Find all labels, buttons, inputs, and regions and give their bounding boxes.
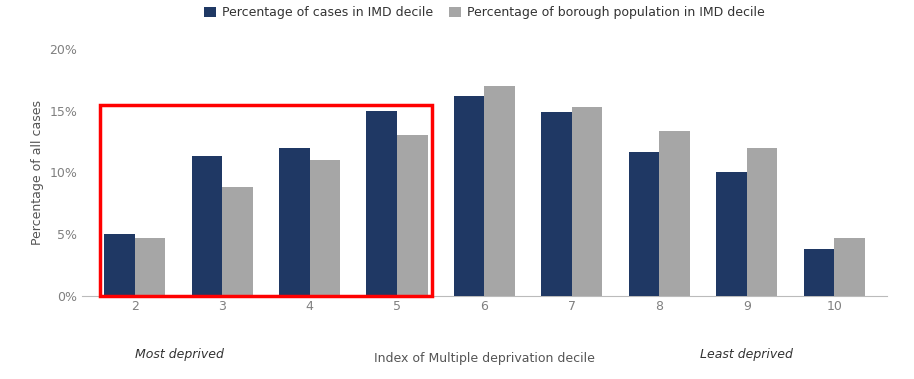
Legend: Percentage of cases in IMD decile, Percentage of borough population in IMD decil: Percentage of cases in IMD decile, Perce… bbox=[204, 6, 765, 19]
Bar bbox=[747, 148, 777, 296]
Bar bbox=[279, 148, 310, 296]
Bar bbox=[541, 112, 572, 296]
Bar bbox=[397, 136, 428, 296]
Bar bbox=[101, 105, 431, 296]
Text: Most deprived: Most deprived bbox=[134, 348, 224, 362]
Bar bbox=[834, 238, 865, 296]
Bar bbox=[192, 157, 222, 296]
Bar bbox=[310, 160, 340, 296]
Bar bbox=[367, 111, 397, 296]
Bar bbox=[629, 152, 659, 296]
Text: Least deprived: Least deprived bbox=[700, 348, 793, 362]
Y-axis label: Percentage of all cases: Percentage of all cases bbox=[31, 100, 44, 245]
Bar bbox=[716, 172, 747, 296]
Bar bbox=[134, 238, 165, 296]
Bar bbox=[104, 234, 134, 296]
Bar bbox=[572, 107, 602, 296]
Bar bbox=[803, 249, 834, 296]
Bar bbox=[659, 130, 690, 296]
X-axis label: Index of Multiple deprivation decile: Index of Multiple deprivation decile bbox=[374, 352, 595, 365]
Bar bbox=[454, 96, 484, 296]
Bar bbox=[222, 187, 253, 296]
Bar bbox=[484, 86, 515, 296]
